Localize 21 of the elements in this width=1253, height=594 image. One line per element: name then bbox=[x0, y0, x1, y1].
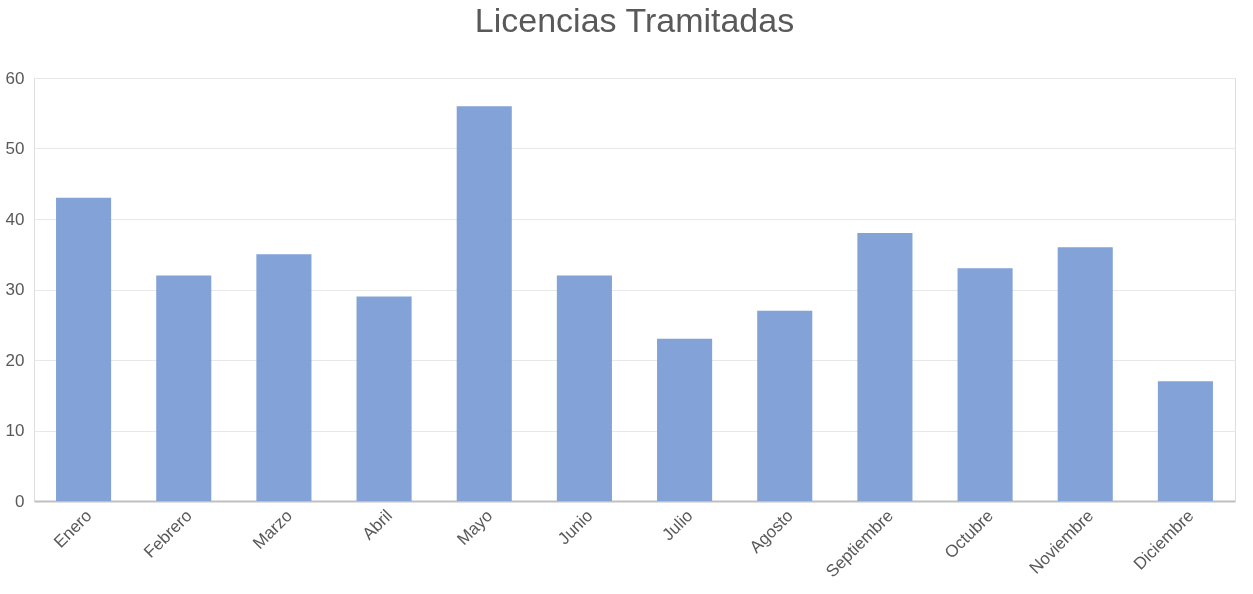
bar bbox=[356, 296, 412, 501]
y-tick-label: 20 bbox=[5, 350, 25, 370]
bar bbox=[1157, 381, 1213, 501]
bar bbox=[456, 106, 512, 501]
bar bbox=[256, 254, 312, 501]
y-tick-label: 0 bbox=[15, 491, 25, 511]
bar bbox=[56, 197, 112, 501]
bar bbox=[556, 275, 612, 501]
y-tick-label: 10 bbox=[5, 421, 25, 440]
y-tick-label: 30 bbox=[5, 280, 25, 299]
y-tick-label: 40 bbox=[5, 209, 25, 229]
x-tick-label: Julio bbox=[658, 506, 697, 545]
y-tick-label: 50 bbox=[5, 139, 25, 158]
y-tick-label: 60 bbox=[5, 68, 25, 88]
bar bbox=[156, 275, 212, 501]
bar bbox=[1057, 247, 1113, 501]
bar bbox=[857, 233, 913, 501]
bar bbox=[957, 268, 1013, 501]
bar bbox=[757, 310, 813, 501]
chart-title: Licencias Tramitadas bbox=[474, 1, 795, 39]
bar bbox=[657, 338, 713, 501]
